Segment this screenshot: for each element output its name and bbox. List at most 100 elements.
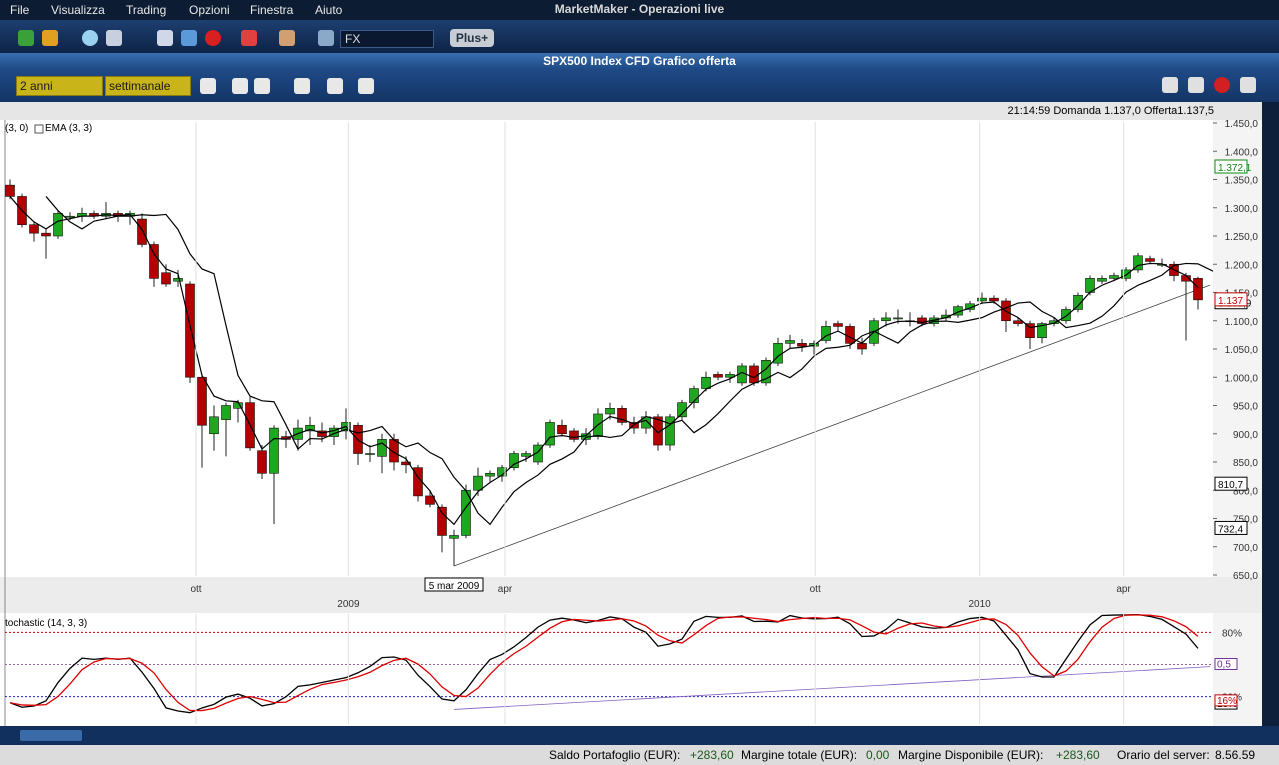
y-tick-label: 800,0: [1233, 486, 1258, 497]
tool-icon[interactable]: [1188, 77, 1204, 93]
y-tick-label: 80%: [1222, 628, 1242, 639]
menu-item[interactable]: Visualizza: [51, 3, 105, 17]
date-axis-background: [0, 577, 1262, 613]
price-marker: 1.372,1: [1218, 163, 1252, 174]
candle-body: [713, 374, 723, 378]
price-marker-box: [1214, 520, 1248, 535]
price-marker-box: [1214, 476, 1248, 491]
tool-icon[interactable]: [1214, 77, 1230, 93]
ema-line: [45, 196, 1213, 526]
tool-icon[interactable]: [42, 30, 58, 46]
tool-icon[interactable]: [254, 78, 270, 94]
status-value: +283,60: [690, 748, 734, 762]
interval-select[interactable]: settimanale: [105, 76, 191, 96]
candle-body: [65, 215, 75, 218]
menu-item[interactable]: Trading: [126, 3, 167, 17]
candle-body: [521, 453, 531, 457]
tool-icon[interactable]: [294, 78, 310, 94]
candle-body: [701, 376, 711, 389]
tool-icon[interactable]: [358, 78, 374, 94]
stochastic-line: [9, 614, 1199, 712]
tool-icon[interactable]: [181, 30, 197, 46]
price-plot: [5, 179, 1213, 567]
status-label: Margine totale (EUR):: [741, 748, 858, 762]
tool-icon[interactable]: [157, 30, 173, 46]
plus-button[interactable]: Plus+: [450, 29, 494, 47]
candle-body: [533, 444, 543, 463]
candle-body: [797, 343, 807, 347]
price-marker-box: [1214, 292, 1248, 307]
chart-toolbar: 2 anni settimanale: [0, 69, 1279, 102]
candle-body: [29, 224, 39, 234]
candle-body: [1061, 309, 1071, 322]
x-tick-label: ott: [190, 584, 201, 595]
y-tick-label: 1.450,0: [1225, 119, 1259, 130]
indicator-marker: 0,5: [1217, 660, 1231, 671]
status-label: Orario del server:: [1117, 748, 1210, 762]
date-highlight-box: [424, 577, 484, 592]
x-tick-label: apr: [1116, 584, 1131, 595]
scroll-thumb[interactable]: [20, 730, 82, 741]
candle-body: [653, 416, 663, 446]
tool-icon[interactable]: [106, 30, 122, 46]
candle-body: [185, 283, 195, 378]
vertical-scrollbar[interactable]: [1262, 102, 1279, 726]
y-tick-label: 700,0: [1233, 543, 1258, 554]
legend-entry: EMA (3, 3): [45, 123, 92, 134]
candle-body: [881, 317, 891, 322]
tool-icon[interactable]: [318, 30, 334, 46]
horizontal-scrollbar[interactable]: [0, 726, 1279, 745]
candle-body: [485, 472, 495, 477]
tool-icon[interactable]: [279, 30, 295, 46]
tool-icon[interactable]: [1162, 77, 1178, 93]
y-tick-label: 850,0: [1233, 458, 1258, 469]
candle-body: [833, 323, 843, 327]
candle-body: [569, 430, 579, 440]
price-marker-box: [1214, 159, 1248, 174]
tool-icon[interactable]: [18, 30, 34, 46]
tool-icon[interactable]: [1240, 77, 1256, 93]
y-tick-label: 650,0: [1233, 571, 1258, 582]
status-value: +283,60: [1056, 748, 1100, 762]
tool-icon[interactable]: [200, 78, 216, 94]
candle-body: [1025, 323, 1035, 339]
y-tick-label: 1.000,0: [1225, 373, 1259, 384]
candle-body: [221, 405, 231, 420]
indicator-marker-box: [1214, 658, 1238, 670]
stochastic-plot: [5, 614, 1213, 714]
tool-icon[interactable]: [241, 30, 257, 46]
menu-item[interactable]: Finestra: [250, 3, 294, 17]
market-select[interactable]: FX: [340, 30, 434, 48]
status-bar: Saldo Portafoglio (EUR): +283,60 Margine…: [0, 745, 1279, 765]
candle-body: [161, 272, 171, 285]
candle-body: [617, 408, 627, 423]
candle-body: [1013, 320, 1023, 324]
tool-icon[interactable]: [205, 30, 221, 46]
menu-item[interactable]: Aiuto: [315, 3, 343, 17]
y-tick-label: 1.050,0: [1225, 345, 1259, 356]
tool-icon[interactable]: [327, 78, 343, 94]
candle-body: [977, 297, 987, 302]
candle-body: [449, 535, 459, 539]
menu-item[interactable]: File: [10, 3, 30, 17]
price-marker: 732,4: [1218, 524, 1243, 535]
candle-body: [197, 376, 207, 426]
menu-item[interactable]: Opzioni: [189, 3, 230, 17]
candle-body: [893, 317, 903, 320]
period-select[interactable]: 2 anni: [16, 76, 103, 96]
axis-background: [1213, 120, 1262, 726]
candle-body: [749, 365, 759, 384]
candle-body: [1109, 275, 1119, 279]
ema-line: [9, 196, 1199, 526]
candle-body: [173, 278, 183, 282]
candle-body: [377, 439, 387, 457]
status-value: 8.56.59: [1215, 748, 1256, 762]
x-tick-label: 2010: [968, 599, 991, 610]
tool-icon[interactable]: [82, 30, 98, 46]
quote-text: 21:14:59 Domanda 1.137,0 Offerta1.137,5: [1007, 105, 1214, 117]
legend-entry: (3, 0): [5, 123, 28, 134]
menu-bar: File Visualizza Trading Opzioni Finestra…: [0, 0, 1279, 20]
candle-body: [5, 184, 15, 197]
indicator-marker-box: [1214, 694, 1238, 707]
tool-icon[interactable]: [232, 78, 248, 94]
